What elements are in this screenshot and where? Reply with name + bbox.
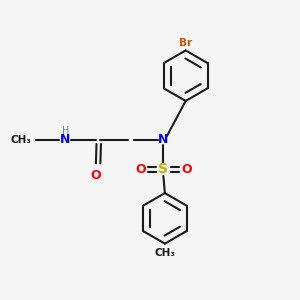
Text: N: N xyxy=(60,133,70,146)
Text: N: N xyxy=(158,133,169,146)
Text: S: S xyxy=(158,162,168,176)
Text: O: O xyxy=(91,169,101,182)
Text: O: O xyxy=(135,163,146,176)
Text: CH₃: CH₃ xyxy=(10,135,31,145)
Text: Br: Br xyxy=(179,38,192,48)
Text: CH₃: CH₃ xyxy=(154,248,176,258)
Text: H: H xyxy=(61,126,69,136)
Text: O: O xyxy=(181,163,192,176)
